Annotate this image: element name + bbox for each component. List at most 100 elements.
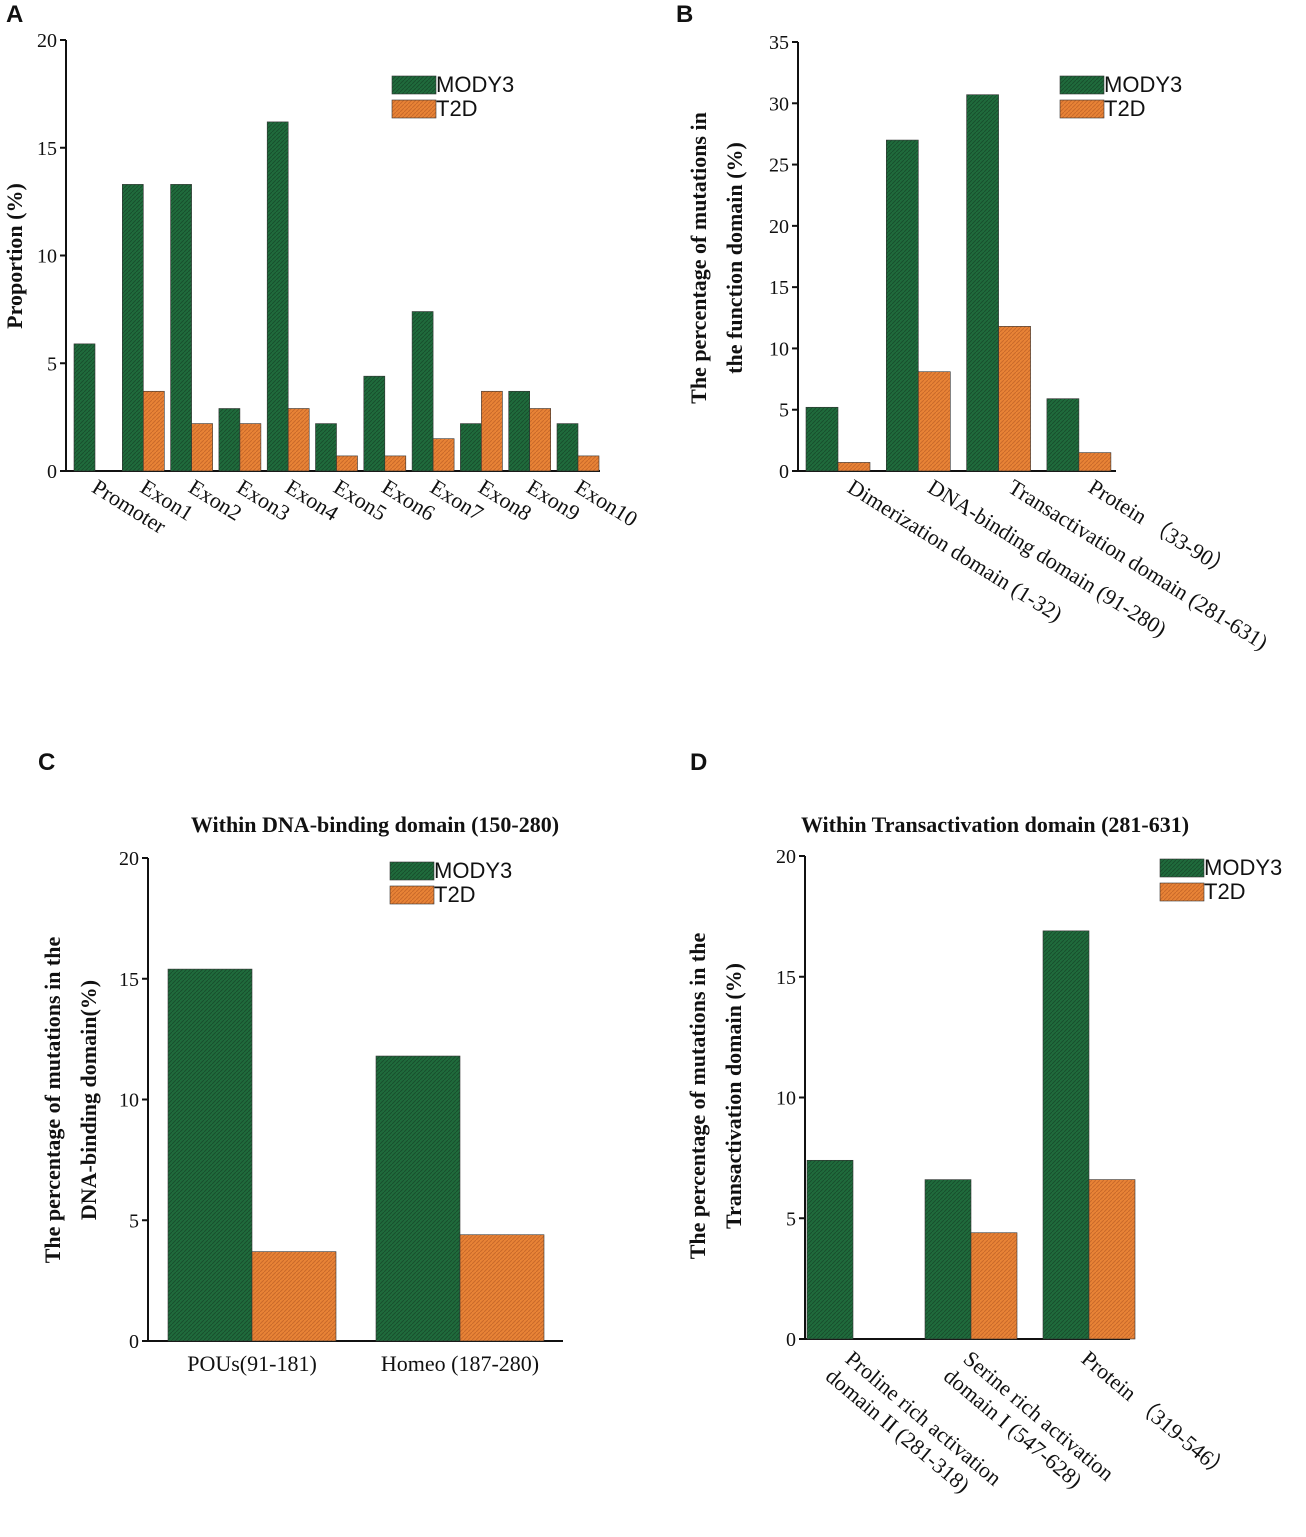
mody3-bar <box>167 968 253 1342</box>
y-tick-label: 10 <box>769 338 789 360</box>
chart-c: 0 5 10 15 20 The percentage of mutations in t… <box>40 848 563 1376</box>
category-label: Exon5 <box>329 474 391 526</box>
category-label-text: Exon6 <box>378 474 440 526</box>
t2d-bar <box>336 455 358 472</box>
mody3-bar <box>966 94 999 472</box>
chart-c-title: Within DNA-binding domain (150-280) <box>191 812 559 837</box>
category-label: Exon9 <box>523 474 585 526</box>
y-tick-label: 0 <box>129 1331 139 1353</box>
t2d-bar <box>287 408 310 472</box>
legend-swatch-t2d <box>391 99 437 119</box>
legend-label-mody3: MODY3 <box>436 72 514 97</box>
legend-label-mody3: MODY3 <box>1104 72 1182 97</box>
chart-d: 0 5 10 15 20 The percentage of mutations in t… <box>685 846 1282 1498</box>
y-axis-label: DNA-binding domain(%) <box>76 980 101 1220</box>
t2d-bar <box>1088 1179 1136 1340</box>
chart-d-title: Within Transactivation domain (281-631) <box>801 812 1189 837</box>
mody3-bar <box>805 406 839 472</box>
mody3-bar <box>375 1055 461 1342</box>
y-axis-label: The percentage of mutations in the <box>40 937 65 1264</box>
mody3-bar <box>1042 930 1090 1340</box>
y-axis-label: the function domain (%) <box>722 142 747 374</box>
t2d-bar <box>432 438 455 472</box>
mody3-bar <box>266 121 289 472</box>
t2d-bar <box>1078 452 1112 472</box>
y-tick-label: 25 <box>769 155 789 177</box>
mody3-bar <box>556 423 579 472</box>
category-label: Exon7 <box>426 474 488 526</box>
t2d-bar <box>251 1251 337 1342</box>
legend-swatch-mody3 <box>1059 75 1105 95</box>
y-axis-label: Proportion (%) <box>2 183 27 329</box>
legend-swatch-t2d <box>1159 882 1205 902</box>
category-label-text: Exon8 <box>474 474 536 526</box>
y-axis-label: Transactivation domain (%) <box>721 963 746 1229</box>
y-tick-label: 10 <box>776 1088 796 1110</box>
y-tick-label: 5 <box>129 1210 139 1232</box>
mody3-bar <box>460 423 482 472</box>
y-tick-label: 5 <box>47 353 57 375</box>
mody3-bar <box>315 423 337 472</box>
y-tick-label: 5 <box>786 1208 796 1230</box>
y-tick-label: 30 <box>769 93 789 115</box>
t2d-bar <box>577 455 600 472</box>
category-label: POUs(91-181) <box>187 1351 317 1376</box>
category-label: Exon2 <box>184 474 246 526</box>
y-tick-label: 0 <box>786 1329 796 1351</box>
y-tick-label: 0 <box>779 461 789 483</box>
y-tick-label: 15 <box>769 277 789 299</box>
category-label-text: Exon2 <box>184 474 246 526</box>
legend-label-t2d: T2D <box>1104 96 1146 121</box>
y-tick-label: 10 <box>37 246 57 268</box>
category-label-text: Exon4 <box>281 474 343 526</box>
category-label: Exon3 <box>233 474 295 526</box>
category-label: Exon6 <box>378 474 440 526</box>
panel-label-d: D <box>690 749 707 776</box>
legend-swatch-t2d <box>389 885 435 905</box>
t2d-bar <box>459 1234 545 1342</box>
panel-label-a: A <box>6 1 23 28</box>
legend-swatch-mody3 <box>389 861 435 881</box>
t2d-bar <box>970 1232 1018 1340</box>
y-tick-label: 20 <box>776 846 796 868</box>
legend-swatch-mody3 <box>1159 858 1205 878</box>
mody3-bar <box>411 311 434 472</box>
legend-swatch-mody3 <box>391 75 437 95</box>
t2d-bar <box>384 455 407 472</box>
y-tick-label: 20 <box>119 848 139 870</box>
legend-label-t2d: T2D <box>1204 879 1246 904</box>
mody3-bar <box>363 375 386 472</box>
panel-label-b: B <box>676 1 693 28</box>
t2d-bar <box>143 390 165 472</box>
category-label: Exon4 <box>281 474 343 526</box>
t2d-bar <box>481 390 503 472</box>
mody3-bar <box>170 184 192 472</box>
y-axis-label: The percentage of mutations in <box>686 112 711 404</box>
y-tick-label: 35 <box>769 32 789 54</box>
t2d-bar <box>529 408 552 472</box>
category-label-text: POUs(91-181) <box>187 1351 317 1376</box>
t2d-bar <box>837 462 871 472</box>
mody3-bar <box>218 408 241 472</box>
y-tick-label: 20 <box>37 30 57 52</box>
legend-label-mody3: MODY3 <box>1204 855 1282 880</box>
category-label-text: Exon3 <box>233 474 295 526</box>
y-tick-label: 15 <box>776 967 796 989</box>
mody3-bar <box>1046 398 1080 472</box>
mody3-bar <box>122 184 144 472</box>
y-tick-label: 20 <box>769 216 789 238</box>
y-axis-label: The percentage of mutations in the <box>685 933 710 1260</box>
category-label-text: Exon9 <box>523 474 585 526</box>
legend-label-t2d: T2D <box>436 96 478 121</box>
category-label-text: Homeo (187-280) <box>381 1351 539 1376</box>
t2d-bar <box>998 326 1031 472</box>
legend-label-t2d: T2D <box>434 882 476 907</box>
y-tick-label: 5 <box>779 400 789 422</box>
legend-label-mody3: MODY3 <box>434 858 512 883</box>
category-label: Homeo (187-280) <box>381 1351 539 1376</box>
y-tick-label: 0 <box>47 461 57 483</box>
category-label-text: Exon7 <box>426 474 488 526</box>
t2d-bar <box>239 423 262 472</box>
